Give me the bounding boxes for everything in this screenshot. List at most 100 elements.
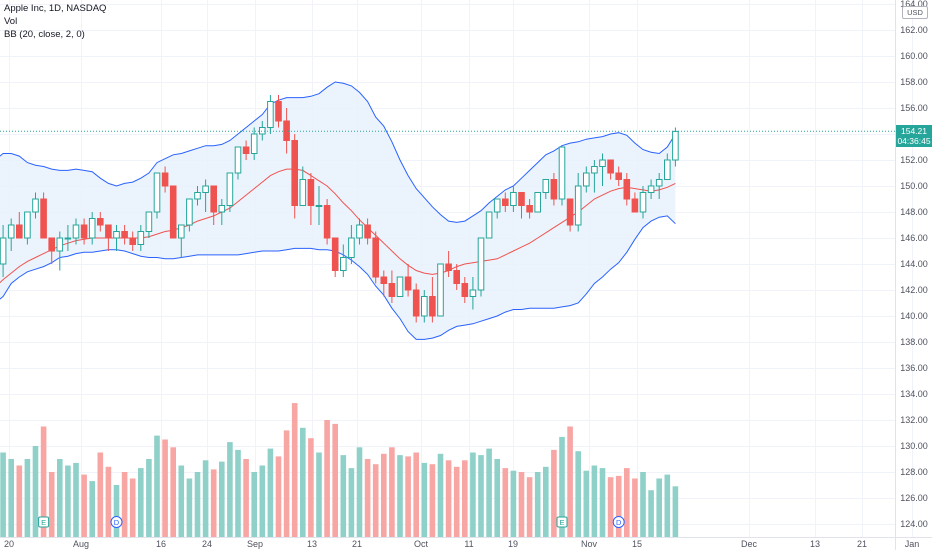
candle-up <box>299 179 307 206</box>
volume-bar <box>478 455 484 537</box>
time-axis[interactable]: 20 Aug 16 24 Sep 13 21 Oct 11 19 Nov 15 Dec 13 21 Jan <box>4 539 919 549</box>
volume-bar <box>202 460 209 537</box>
price-tick-label: 142.00 <box>900 285 928 295</box>
volume-bar <box>624 468 630 537</box>
candle-up <box>202 185 209 193</box>
volume-bar <box>65 465 71 537</box>
candle-up <box>558 146 566 200</box>
price-axis[interactable]: 124.00 126.00 128.00 130.00 132.00 134.00 136.… <box>900 0 928 529</box>
volume-bar <box>348 468 355 537</box>
candle-up <box>226 172 234 206</box>
candle-up <box>510 192 517 206</box>
candle-down <box>566 198 574 226</box>
volume-bar <box>40 426 47 537</box>
volume-bar <box>235 449 241 537</box>
time-tick-label: Dec <box>741 539 758 549</box>
candle-down <box>615 172 623 180</box>
time-tick-label: 11 <box>464 539 473 549</box>
candle-up <box>421 296 428 317</box>
earnings-icon[interactable] <box>38 516 50 528</box>
candle-down <box>502 198 509 206</box>
volume-bar <box>470 452 476 537</box>
price-tick-label: 150.00 <box>900 181 928 191</box>
candle-down <box>169 185 177 239</box>
time-tick-label: 13 <box>810 539 820 549</box>
volume-bar <box>364 459 371 537</box>
volume-bar <box>283 430 290 537</box>
time-tick-label: Sep <box>247 539 263 549</box>
bollinger-upper-band <box>0 81 676 223</box>
candle-down <box>404 276 412 291</box>
earnings-marker-label: E <box>41 518 46 527</box>
dividend-icon[interactable] <box>612 516 625 528</box>
candle-down <box>97 218 104 226</box>
dividend-marker-label: D <box>616 518 622 527</box>
volume-bar <box>243 459 249 537</box>
volume-bar <box>275 456 282 537</box>
price-tick-label: 162.00 <box>900 25 928 35</box>
bollinger-indicator-label[interactable]: BB (20, close, 2, 0) <box>4 29 85 40</box>
volume-bar <box>632 478 638 537</box>
time-tick-label: Oct <box>414 539 429 549</box>
volume-bar <box>48 472 55 537</box>
currency-label[interactable]: USD <box>902 6 928 19</box>
volume-bar <box>656 478 662 537</box>
candle-down <box>445 263 452 271</box>
candle-down <box>388 283 396 297</box>
earnings-icon[interactable] <box>556 516 568 528</box>
volume-bar <box>445 460 452 537</box>
price-tick-label: 136.00 <box>900 363 928 373</box>
volume-bar <box>340 455 347 537</box>
candle-down <box>129 237 136 245</box>
candle-up <box>396 276 404 297</box>
volume-bar <box>16 465 23 537</box>
volume-bar <box>210 469 217 537</box>
candle-down <box>161 172 169 187</box>
volume-bar <box>615 475 622 537</box>
candle-down <box>372 237 379 278</box>
price-tick-label: 146.00 <box>900 233 928 243</box>
price-tick-label: 124.00 <box>900 519 928 529</box>
volume-bar <box>32 446 39 537</box>
time-tick-label: 13 <box>307 539 317 549</box>
time-tick-label: 24 <box>202 539 212 549</box>
bollinger-band-fill <box>0 82 676 340</box>
dividend-marker-label: D <box>114 518 120 527</box>
time-tick-label: 21 <box>352 539 362 549</box>
candle-up <box>655 179 663 187</box>
symbol-title[interactable]: Apple Inc, 1D, NASDAQ <box>4 3 107 14</box>
candle-down <box>429 296 436 317</box>
volume-bar <box>227 442 233 537</box>
price-tick-label: 132.00 <box>900 415 928 425</box>
candle-up <box>32 198 39 213</box>
volume-bar <box>672 486 679 537</box>
chart-legend: Apple Inc, 1D, NASDAQ Vol BB (20, close,… <box>4 2 106 41</box>
candle-down <box>331 237 339 271</box>
candle-down <box>453 270 460 284</box>
volume-bar <box>178 465 185 537</box>
price-tick-label: 160.00 <box>900 51 928 61</box>
candle-down <box>607 159 614 174</box>
volume-indicator-label[interactable]: Vol <box>4 16 18 27</box>
candle-up <box>356 224 363 239</box>
candle-down <box>40 198 47 239</box>
volume-bar <box>186 478 193 537</box>
candle-up <box>477 237 485 291</box>
time-tick-label: Aug <box>73 539 89 549</box>
candle-up <box>493 198 501 213</box>
volume-bar <box>429 464 436 537</box>
candle-up <box>437 263 444 317</box>
volume-bar <box>291 403 298 537</box>
dividend-icon[interactable] <box>110 516 123 528</box>
candle-up <box>234 146 242 174</box>
price-tick-label: 128.00 <box>900 467 928 477</box>
candle-up <box>113 231 120 239</box>
candle-down <box>105 224 112 239</box>
candle-up <box>137 231 145 245</box>
price-tick-label: 164.00 <box>900 0 928 9</box>
price-tick-label: 130.00 <box>900 441 928 451</box>
volume-bar <box>332 423 338 537</box>
candle-down <box>307 179 315 206</box>
